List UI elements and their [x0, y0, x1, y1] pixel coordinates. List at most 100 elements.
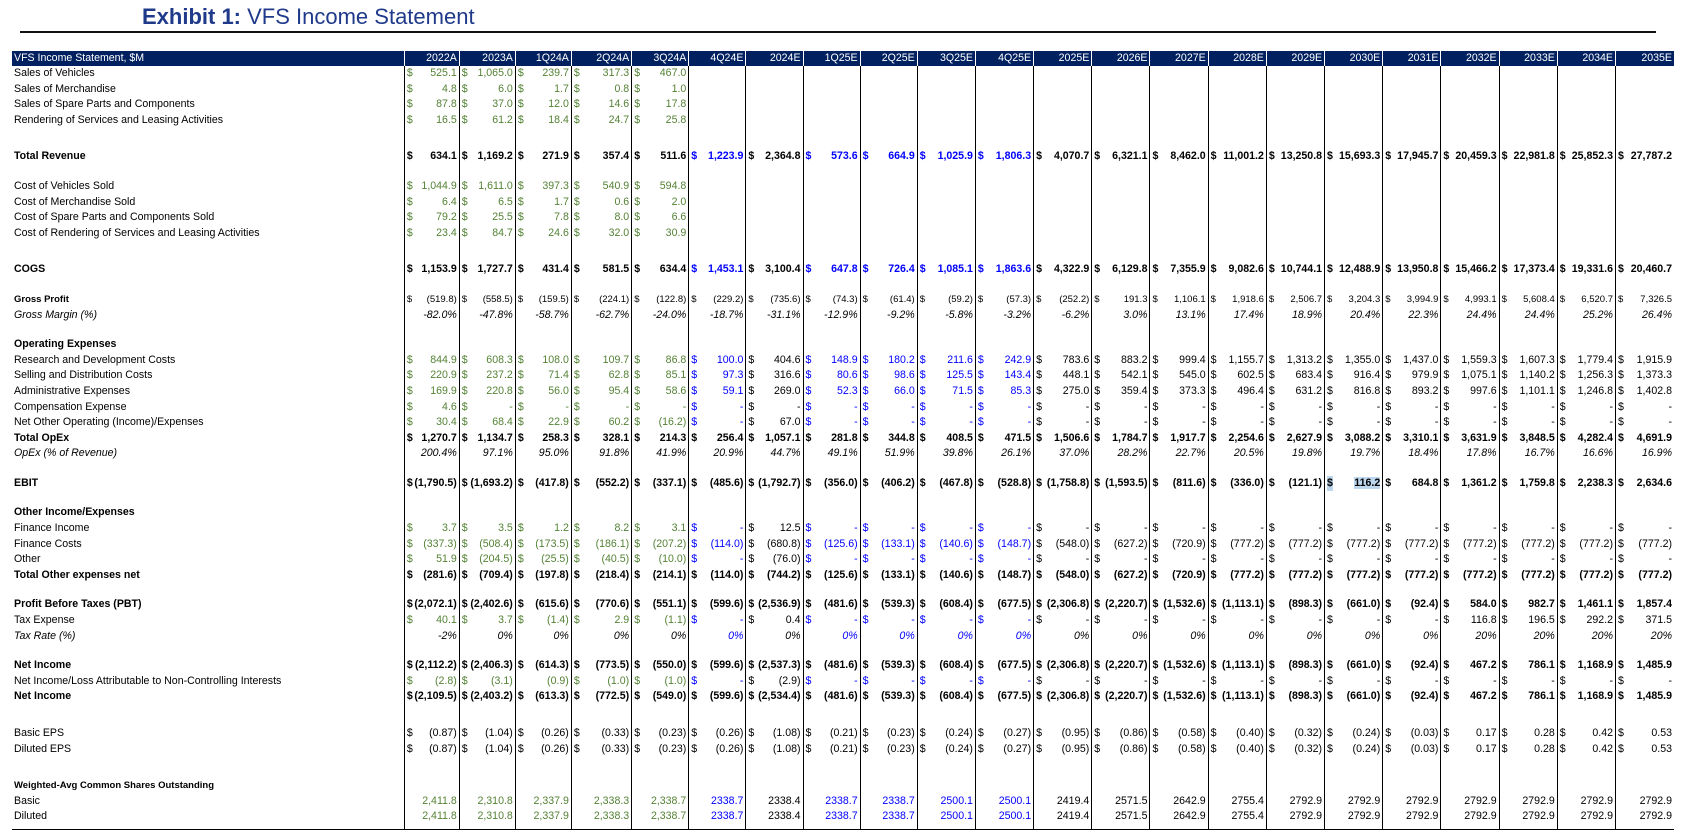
data-cell[interactable]: $999.4 [1149, 352, 1209, 369]
data-cell[interactable]: $ (0.23) [859, 741, 918, 758]
data-cell[interactable]: $3,848.5 [1498, 430, 1558, 447]
data-cell[interactable]: $6.4 [403, 194, 460, 211]
data-cell[interactable] [745, 705, 804, 726]
data-cell[interactable] [1207, 491, 1267, 506]
data-cell[interactable] [1149, 178, 1209, 195]
data-cell[interactable]: 0% [631, 628, 689, 645]
data-cell[interactable]: $ (677.5) [974, 689, 1034, 705]
data-cell[interactable]: $3,100.4 [745, 262, 804, 278]
data-cell[interactable]: $786.1 [1498, 658, 1558, 674]
data-cell[interactable]: $ (0.40) [1207, 726, 1267, 742]
data-cell[interactable]: $ (777.2) [1556, 536, 1616, 553]
row-label[interactable]: Other [14, 553, 41, 566]
data-cell[interactable]: $ (186.1) [570, 536, 632, 553]
data-cell[interactable]: $237.2 [458, 368, 516, 384]
data-cell[interactable] [403, 644, 460, 659]
data-cell[interactable] [1324, 583, 1383, 598]
data-cell[interactable]: $196.5 [1498, 613, 1558, 629]
data-cell[interactable] [1556, 583, 1616, 598]
data-cell[interactable] [688, 323, 746, 338]
data-cell[interactable] [916, 97, 976, 113]
data-cell[interactable]: $ - [1324, 673, 1383, 690]
data-cell[interactable] [570, 277, 632, 292]
data-cell[interactable] [1440, 81, 1500, 98]
data-cell[interactable]: $0.8 [570, 81, 632, 98]
data-cell[interactable]: 2571.5 [1091, 793, 1150, 810]
column-header-2024e[interactable]: 2024E [745, 51, 804, 66]
data-cell[interactable] [859, 97, 918, 113]
data-cell[interactable] [916, 241, 976, 263]
data-cell[interactable]: $3,631.9 [1440, 430, 1500, 447]
data-cell[interactable]: $ - [1033, 415, 1092, 431]
data-cell[interactable]: $ (1.4) [514, 613, 572, 629]
data-cell[interactable]: 2792.9 [1556, 793, 1616, 810]
data-cell[interactable] [631, 705, 689, 726]
data-cell[interactable] [916, 583, 976, 598]
data-cell[interactable]: $116.2 [1324, 475, 1383, 492]
data-cell[interactable]: $8,462.0 [1149, 149, 1209, 165]
data-cell[interactable]: $ (677.5) [974, 597, 1034, 614]
data-cell[interactable]: $ - [1207, 552, 1267, 568]
row-label[interactable]: EBIT [14, 476, 39, 489]
data-cell[interactable]: $61.2 [458, 112, 516, 129]
data-cell[interactable] [1149, 194, 1209, 211]
data-cell[interactable] [1440, 112, 1500, 129]
data-cell[interactable]: $1,153.9 [403, 262, 460, 278]
data-cell[interactable]: $ (528.8) [974, 475, 1034, 492]
data-cell[interactable] [570, 505, 632, 522]
data-cell[interactable]: $581.5 [570, 262, 632, 278]
data-cell[interactable] [1382, 241, 1441, 263]
data-cell[interactable]: 0% [1033, 628, 1092, 645]
row-label[interactable]: Cost of Merchandise Sold [14, 195, 136, 208]
data-cell[interactable]: $545.0 [1149, 368, 1209, 384]
data-cell[interactable] [631, 337, 689, 353]
data-cell[interactable]: $214.3 [631, 430, 689, 447]
data-cell[interactable] [916, 323, 976, 338]
data-cell[interactable] [1614, 164, 1674, 179]
data-cell[interactable]: 2792.9 [1324, 793, 1383, 810]
data-cell[interactable] [1556, 210, 1616, 226]
data-cell[interactable]: $ (229.2) [688, 291, 746, 308]
data-cell[interactable] [688, 461, 746, 476]
data-cell[interactable]: $ (777.2) [1265, 567, 1325, 584]
data-cell[interactable]: $66.0 [859, 383, 918, 400]
data-cell[interactable]: $1,806.3 [974, 149, 1034, 165]
data-cell[interactable]: $647.8 [802, 262, 861, 278]
data-cell[interactable]: $ - [1207, 673, 1267, 690]
data-cell[interactable]: $ - [1440, 399, 1500, 416]
data-cell[interactable] [1149, 164, 1209, 179]
data-cell[interactable]: $ - [1265, 673, 1325, 690]
data-cell[interactable]: $1,759.8 [1498, 475, 1558, 492]
data-cell[interactable]: $ (2,536.9) [745, 597, 804, 614]
data-cell[interactable]: $4.6 [403, 399, 460, 416]
data-cell[interactable]: $ (0.26) [514, 726, 572, 742]
data-cell[interactable]: $1,918.6 [1207, 291, 1267, 308]
data-cell[interactable] [745, 461, 804, 476]
column-header-1q25e[interactable]: 1Q25E [802, 51, 861, 66]
data-cell[interactable]: $5,608.4 [1498, 291, 1558, 308]
data-cell[interactable]: -18.7% [688, 307, 746, 324]
data-cell[interactable]: $ (207.2) [631, 536, 689, 553]
data-cell[interactable]: $10,744.1 [1265, 262, 1325, 278]
data-cell[interactable] [570, 128, 632, 150]
data-cell[interactable]: $ (92.4) [1382, 689, 1441, 705]
data-cell[interactable]: 95.0% [514, 446, 572, 462]
data-cell[interactable] [802, 491, 861, 506]
data-cell[interactable]: $684.8 [1382, 475, 1441, 492]
data-cell[interactable] [1614, 225, 1674, 242]
data-cell[interactable] [1440, 505, 1500, 522]
data-cell[interactable]: $ (0.21) [802, 726, 861, 742]
data-cell[interactable]: $220.8 [458, 383, 516, 400]
data-cell[interactable]: $2,364.8 [745, 149, 804, 165]
data-cell[interactable]: $496.4 [1207, 383, 1267, 400]
data-cell[interactable] [1556, 705, 1616, 726]
data-cell[interactable]: $12.0 [514, 97, 572, 113]
data-cell[interactable]: $ (133.1) [859, 536, 918, 553]
data-cell[interactable] [745, 210, 804, 226]
data-cell[interactable] [859, 128, 918, 150]
data-cell[interactable]: $4,070.7 [1033, 149, 1092, 165]
row-label[interactable] [12, 323, 404, 337]
data-cell[interactable]: $ (0.27) [974, 726, 1034, 742]
data-cell[interactable] [1382, 644, 1441, 659]
data-cell[interactable] [974, 194, 1034, 211]
